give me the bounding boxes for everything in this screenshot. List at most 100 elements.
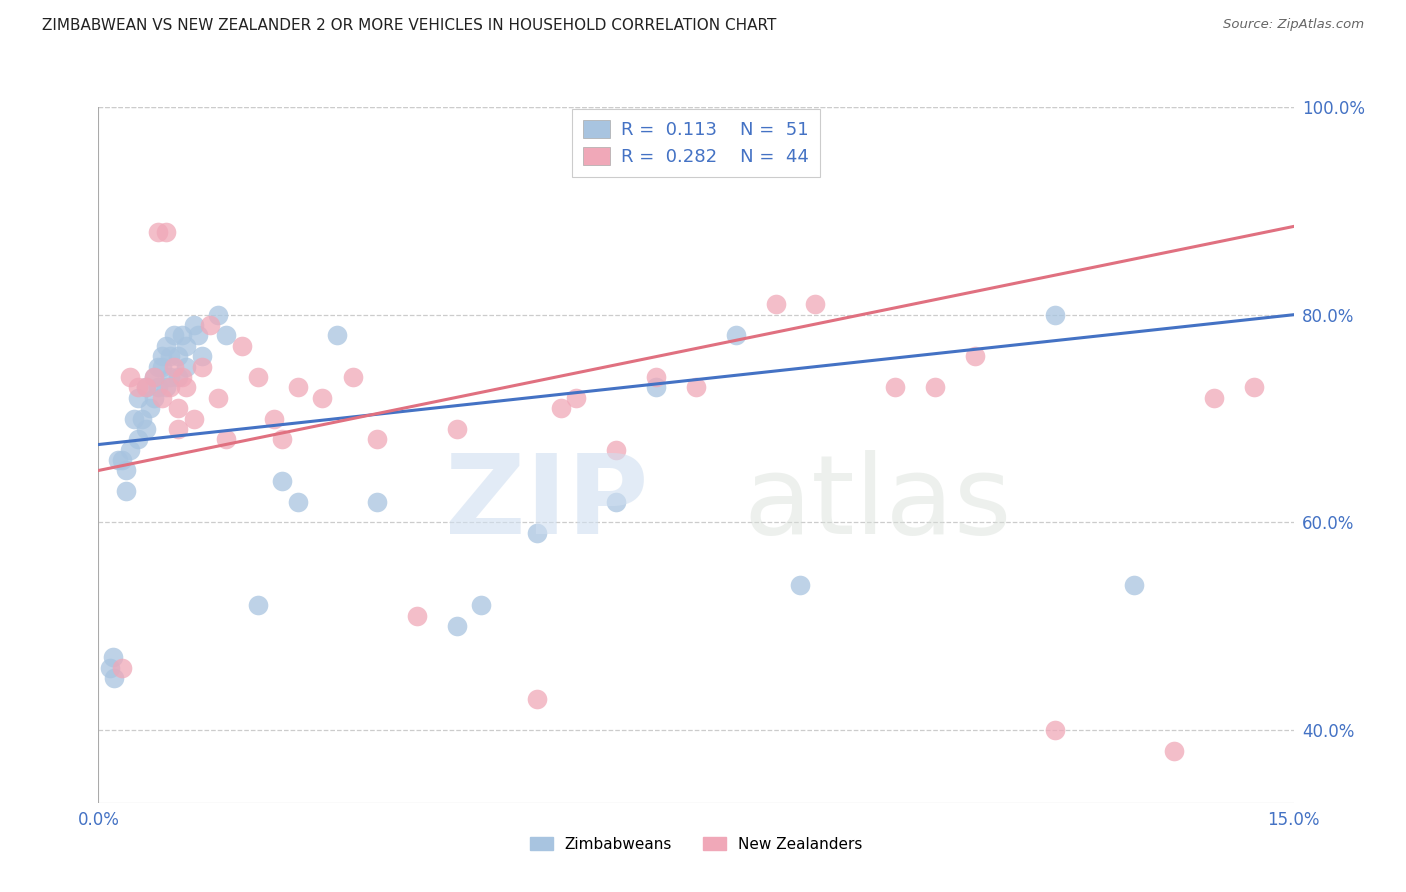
Point bbox=[139, 401, 162, 416]
Point bbox=[155, 339, 177, 353]
Point bbox=[446, 422, 468, 436]
Point bbox=[163, 359, 186, 374]
Point bbox=[111, 453, 134, 467]
Point bbox=[120, 370, 142, 384]
Point bbox=[143, 391, 166, 405]
Text: Source: ZipAtlas.com: Source: ZipAtlas.com bbox=[1223, 18, 1364, 31]
Point bbox=[645, 380, 668, 394]
Point bbox=[174, 339, 197, 353]
Point bbox=[287, 380, 309, 394]
Point bbox=[605, 494, 627, 508]
Point bbox=[270, 433, 292, 447]
Point bbox=[765, 297, 787, 311]
Point bbox=[159, 380, 181, 394]
Point bbox=[127, 433, 149, 447]
Point bbox=[135, 380, 157, 394]
Point bbox=[155, 225, 177, 239]
Point bbox=[163, 328, 186, 343]
Point bbox=[565, 391, 588, 405]
Point bbox=[215, 433, 238, 447]
Point bbox=[98, 661, 122, 675]
Point bbox=[135, 422, 157, 436]
Point bbox=[526, 525, 548, 540]
Point bbox=[526, 692, 548, 706]
Legend: Zimbabweans, New Zealanders: Zimbabweans, New Zealanders bbox=[523, 830, 869, 858]
Point bbox=[1123, 578, 1146, 592]
Point bbox=[287, 494, 309, 508]
Point bbox=[963, 349, 986, 363]
Point bbox=[246, 370, 269, 384]
Point bbox=[174, 359, 197, 374]
Point bbox=[605, 442, 627, 457]
Point bbox=[685, 380, 707, 394]
Point bbox=[1163, 744, 1185, 758]
Point bbox=[366, 494, 388, 508]
Point bbox=[148, 380, 170, 394]
Point bbox=[167, 422, 190, 436]
Point bbox=[550, 401, 572, 416]
Point bbox=[115, 463, 138, 477]
Point bbox=[765, 131, 787, 145]
Point bbox=[135, 380, 157, 394]
Point bbox=[172, 328, 194, 343]
Point bbox=[167, 370, 190, 384]
Point bbox=[111, 661, 134, 675]
Point bbox=[150, 391, 173, 405]
Point bbox=[174, 380, 197, 394]
Point bbox=[342, 370, 364, 384]
Point bbox=[148, 225, 170, 239]
Point bbox=[215, 328, 238, 343]
Point bbox=[366, 433, 388, 447]
Point bbox=[167, 349, 190, 363]
Point bbox=[150, 359, 173, 374]
Point bbox=[143, 370, 166, 384]
Point bbox=[207, 308, 229, 322]
Point bbox=[1043, 308, 1066, 322]
Point bbox=[191, 359, 214, 374]
Point bbox=[167, 401, 190, 416]
Point bbox=[172, 370, 194, 384]
Point bbox=[884, 380, 907, 394]
Point bbox=[645, 370, 668, 384]
Point bbox=[924, 380, 946, 394]
Text: ZIMBABWEAN VS NEW ZEALANDER 2 OR MORE VEHICLES IN HOUSEHOLD CORRELATION CHART: ZIMBABWEAN VS NEW ZEALANDER 2 OR MORE VE… bbox=[42, 18, 776, 33]
Point bbox=[1043, 723, 1066, 738]
Point bbox=[311, 391, 333, 405]
Point bbox=[406, 608, 429, 623]
Point bbox=[270, 474, 292, 488]
Point bbox=[789, 578, 811, 592]
Point bbox=[101, 650, 124, 665]
Point bbox=[115, 484, 138, 499]
Point bbox=[191, 349, 214, 363]
Point bbox=[804, 297, 827, 311]
Point bbox=[103, 671, 125, 685]
Point bbox=[246, 599, 269, 613]
Point bbox=[231, 339, 253, 353]
Text: atlas: atlas bbox=[744, 450, 1012, 558]
Point bbox=[187, 328, 209, 343]
Point bbox=[159, 370, 181, 384]
Point bbox=[131, 411, 153, 425]
Point bbox=[150, 349, 173, 363]
Point bbox=[148, 359, 170, 374]
Point bbox=[127, 380, 149, 394]
Point bbox=[183, 411, 205, 425]
Point bbox=[263, 411, 285, 425]
Point bbox=[183, 318, 205, 332]
Point bbox=[1202, 391, 1225, 405]
Point bbox=[120, 442, 142, 457]
Point bbox=[446, 619, 468, 633]
Point bbox=[198, 318, 221, 332]
Point bbox=[470, 599, 492, 613]
Point bbox=[124, 411, 146, 425]
Point bbox=[1243, 380, 1265, 394]
Point bbox=[143, 370, 166, 384]
Point bbox=[127, 391, 149, 405]
Point bbox=[724, 328, 747, 343]
Point bbox=[159, 349, 181, 363]
Point bbox=[207, 391, 229, 405]
Point bbox=[326, 328, 349, 343]
Text: ZIP: ZIP bbox=[444, 450, 648, 558]
Point bbox=[107, 453, 129, 467]
Point bbox=[155, 380, 177, 394]
